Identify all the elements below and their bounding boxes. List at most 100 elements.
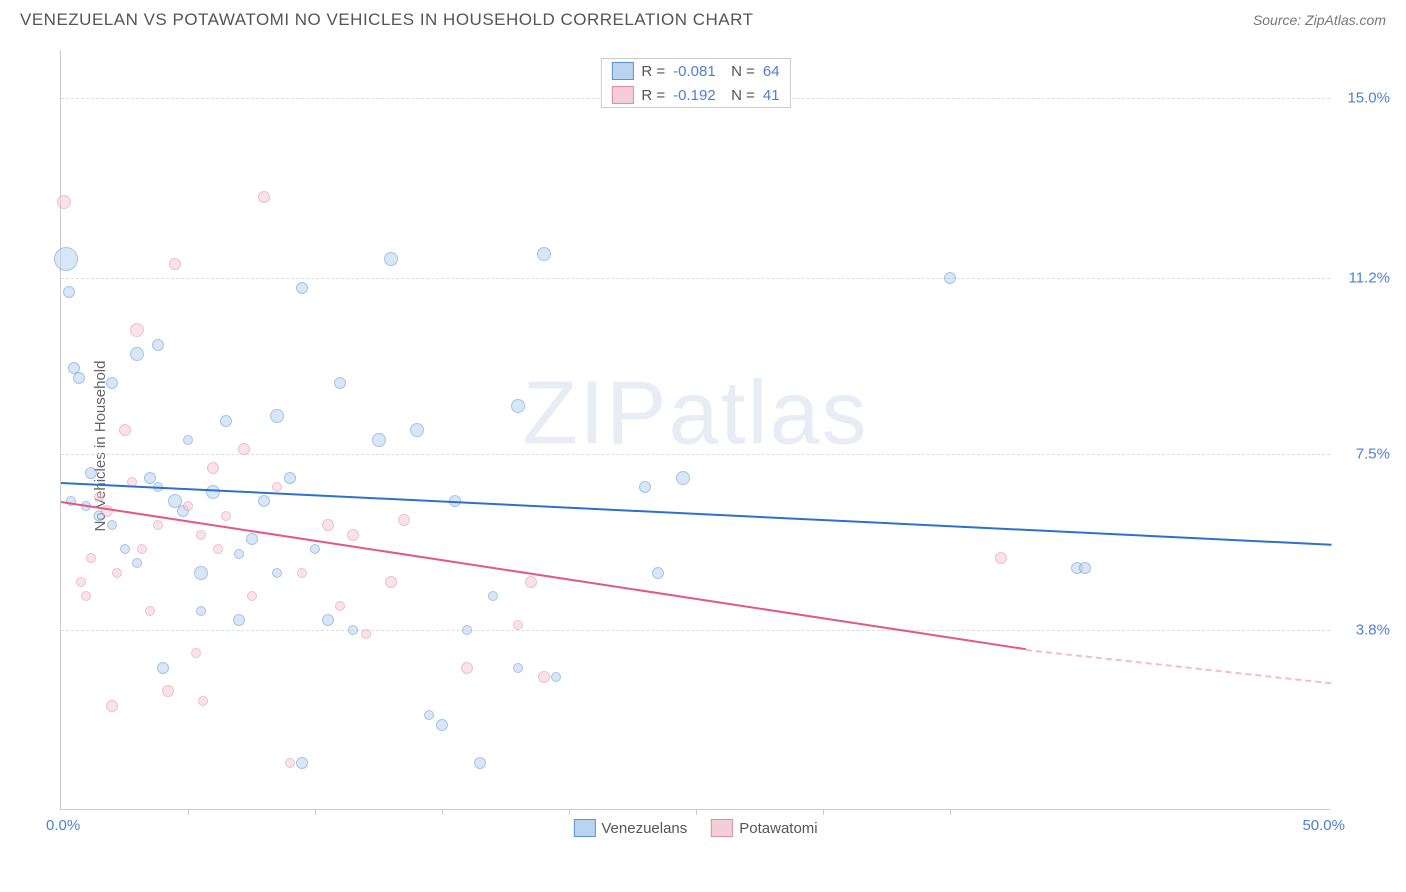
data-point	[296, 757, 308, 769]
n-value: 64	[763, 63, 780, 80]
data-point	[81, 591, 91, 601]
data-point	[258, 191, 270, 203]
y-tick-label: 7.5%	[1356, 445, 1390, 462]
data-point	[995, 552, 1007, 564]
data-point	[196, 530, 206, 540]
r-value: -0.081	[673, 63, 723, 80]
data-point	[335, 601, 345, 611]
swatch-icon	[711, 819, 733, 837]
data-point	[207, 462, 219, 474]
data-point	[169, 258, 181, 270]
data-point	[272, 482, 282, 492]
data-point	[162, 685, 174, 697]
data-point	[676, 471, 690, 485]
data-point	[347, 529, 359, 541]
legend-row-potawatomi: R = -0.192 N = 41	[601, 83, 789, 107]
data-point	[410, 423, 424, 437]
data-point	[551, 672, 561, 682]
data-point	[86, 553, 96, 563]
data-point	[361, 629, 371, 639]
trend-line-dashed	[1026, 649, 1331, 684]
data-point	[196, 606, 206, 616]
data-point	[157, 662, 169, 674]
data-point	[220, 415, 232, 427]
data-point	[198, 696, 208, 706]
series-label: Potawatomi	[739, 820, 817, 837]
y-tick-label: 15.0%	[1347, 89, 1390, 106]
data-point	[297, 568, 307, 578]
data-point	[137, 544, 147, 554]
data-point	[385, 576, 397, 588]
data-point	[183, 501, 193, 511]
data-point	[191, 648, 201, 658]
y-tick-label: 3.8%	[1356, 621, 1390, 638]
data-point	[424, 710, 434, 720]
data-point	[398, 514, 410, 526]
correlation-legend: R = -0.081 N = 64 R = -0.192 N = 41	[600, 58, 790, 108]
series-legend: Venezuelans Potawatomi	[573, 819, 817, 837]
data-point	[85, 467, 97, 479]
data-point	[221, 511, 231, 521]
data-point	[206, 485, 220, 499]
data-point	[152, 339, 164, 351]
data-point	[246, 533, 258, 545]
swatch-icon	[573, 819, 595, 837]
series-label: Venezuelans	[601, 820, 687, 837]
data-point	[130, 323, 144, 337]
data-point	[310, 544, 320, 554]
data-point	[285, 758, 295, 768]
data-point	[238, 443, 250, 455]
data-point	[194, 566, 208, 580]
data-point	[639, 481, 651, 493]
x-axis-min: 0.0%	[46, 817, 80, 834]
data-point	[652, 567, 664, 579]
data-point	[474, 757, 486, 769]
data-point	[112, 568, 122, 578]
source-attribution: Source: ZipAtlas.com	[1253, 12, 1386, 28]
data-point	[461, 662, 473, 674]
data-point	[76, 577, 86, 587]
data-point	[183, 435, 193, 445]
data-point	[348, 625, 358, 635]
swatch-icon	[611, 86, 633, 104]
data-point	[537, 247, 551, 261]
data-point	[538, 671, 550, 683]
data-point	[213, 544, 223, 554]
data-point	[488, 591, 498, 601]
chart-title: VENEZUELAN VS POTAWATOMI NO VEHICLES IN …	[20, 10, 753, 30]
data-point	[284, 472, 296, 484]
data-point	[120, 544, 130, 554]
data-point	[322, 614, 334, 626]
data-point	[1079, 562, 1091, 574]
data-point	[57, 195, 71, 209]
data-point	[513, 620, 523, 630]
data-point	[384, 252, 398, 266]
data-point	[234, 549, 244, 559]
data-point	[153, 520, 163, 530]
data-point	[145, 606, 155, 616]
data-point	[130, 347, 144, 361]
data-point	[272, 568, 282, 578]
data-point	[106, 377, 118, 389]
data-point	[322, 519, 334, 531]
x-axis-max: 50.0%	[1302, 817, 1345, 834]
data-point	[233, 614, 245, 626]
chart-plot-area: ZIPatlas 3.8% 7.5% 11.2% 15.0% R = -0.08…	[60, 50, 1330, 810]
data-point	[63, 286, 75, 298]
data-point	[247, 591, 257, 601]
data-point	[944, 272, 956, 284]
data-point	[334, 377, 346, 389]
watermark: ZIPatlas	[522, 363, 868, 466]
legend-row-venezuelans: R = -0.081 N = 64	[601, 59, 789, 83]
data-point	[258, 495, 270, 507]
data-point	[513, 663, 523, 673]
data-point	[462, 625, 472, 635]
legend-item-venezuelans: Venezuelans	[573, 819, 687, 837]
data-point	[94, 492, 104, 502]
r-value: -0.192	[673, 87, 723, 104]
data-point	[73, 372, 85, 384]
y-tick-label: 11.2%	[1349, 270, 1390, 287]
data-point	[119, 424, 131, 436]
data-point	[296, 282, 308, 294]
data-point	[436, 719, 448, 731]
